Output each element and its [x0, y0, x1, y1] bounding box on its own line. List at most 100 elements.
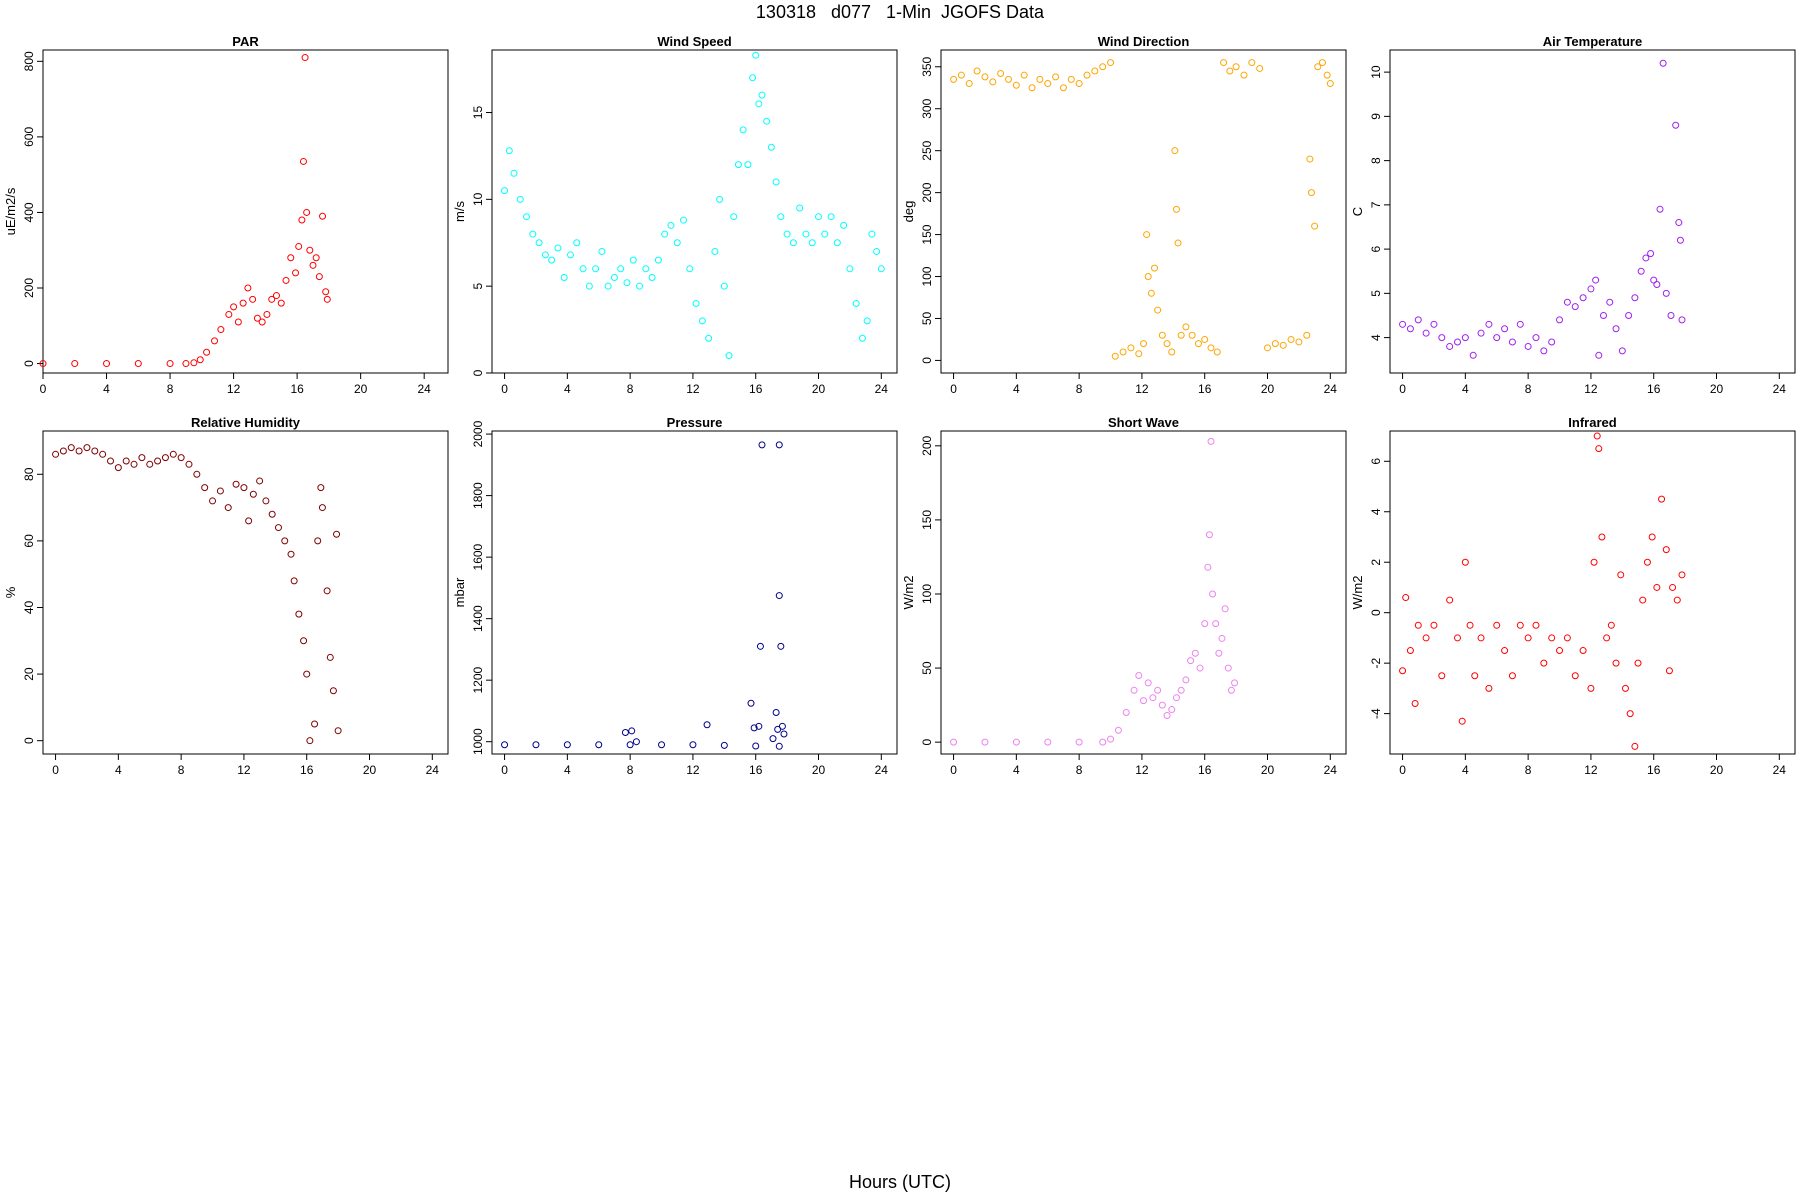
- data-point: [1204, 563, 1212, 571]
- data-point: [755, 722, 763, 730]
- x-tick-label: 16: [1198, 763, 1212, 777]
- data-point: [1532, 621, 1540, 629]
- x-tick-label: 4: [103, 382, 110, 396]
- data-point: [661, 230, 669, 238]
- y-tick-label: 4: [1369, 508, 1383, 515]
- data-point: [1516, 320, 1524, 328]
- plot-frame: [1389, 49, 1796, 374]
- data-point: [1147, 289, 1155, 297]
- x-tick-label: 24: [417, 382, 431, 396]
- y-tick-label: 800: [22, 51, 36, 71]
- data-point: [1194, 340, 1202, 348]
- data-point: [311, 720, 319, 728]
- data-point: [317, 484, 325, 492]
- data-point: [161, 454, 169, 462]
- data-point: [950, 75, 958, 83]
- data-point: [777, 642, 785, 650]
- data-point: [1678, 571, 1686, 579]
- data-point: [196, 356, 204, 364]
- data-point: [1083, 71, 1091, 79]
- data-point: [1461, 334, 1469, 342]
- data-point: [217, 326, 225, 334]
- x-tick-label: 20: [354, 382, 368, 396]
- x-tick-label: 24: [1773, 382, 1787, 396]
- x-tick-label: 0: [501, 382, 508, 396]
- data-point: [1516, 621, 1524, 629]
- data-point: [505, 147, 513, 155]
- plot-frame: [491, 430, 898, 755]
- data-point: [209, 497, 217, 505]
- y-axis-label: W/m2: [901, 576, 916, 610]
- x-tick-label: 24: [875, 763, 889, 777]
- x-tick-label: 4: [1013, 382, 1020, 396]
- y-tick-label: 50: [920, 661, 934, 675]
- data-point: [193, 470, 201, 478]
- data-point: [1154, 686, 1162, 694]
- data-point: [103, 360, 111, 368]
- data-point: [1172, 694, 1180, 702]
- data-point: [1595, 351, 1603, 359]
- data-point: [318, 504, 326, 512]
- data-point: [769, 735, 777, 743]
- data-point: [1144, 679, 1152, 687]
- data-point: [114, 464, 122, 472]
- data-point: [595, 741, 603, 749]
- data-point: [680, 216, 688, 224]
- x-tick-label: 16: [290, 382, 304, 396]
- data-point: [1411, 700, 1419, 708]
- data-point: [290, 577, 298, 585]
- data-point: [1135, 350, 1143, 358]
- data-point: [873, 247, 881, 255]
- data-point: [326, 653, 334, 661]
- data-point: [182, 360, 190, 368]
- data-point: [1240, 71, 1248, 79]
- y-tick-label: 200: [920, 182, 934, 202]
- data-point: [852, 300, 860, 308]
- data-point: [1414, 316, 1422, 324]
- data-point: [1149, 694, 1157, 702]
- data-point: [573, 239, 581, 247]
- x-tick-label: 0: [52, 763, 59, 777]
- data-point: [1669, 583, 1677, 591]
- data-point: [1672, 121, 1680, 129]
- y-tick-label: 0: [1369, 609, 1383, 616]
- data-point: [244, 284, 252, 292]
- data-point: [312, 254, 320, 262]
- data-point: [1099, 63, 1107, 71]
- data-point: [268, 510, 276, 518]
- x-tick-label: 0: [40, 382, 47, 396]
- data-point: [1188, 331, 1196, 339]
- y-tick-label: 100: [920, 266, 934, 286]
- data-point: [698, 317, 706, 325]
- data-point: [686, 265, 694, 273]
- data-point: [1231, 679, 1239, 687]
- data-point: [1653, 583, 1661, 591]
- data-point: [185, 460, 193, 468]
- y-tick-label: 20: [22, 667, 36, 681]
- data-point: [314, 537, 322, 545]
- data-point: [775, 742, 783, 750]
- data-point: [858, 334, 866, 342]
- data-point: [1579, 294, 1587, 302]
- data-point: [1477, 634, 1485, 642]
- data-point: [720, 741, 728, 749]
- panel-title: PAR: [232, 34, 259, 49]
- x-tick-label: 8: [167, 382, 174, 396]
- data-point: [532, 741, 540, 749]
- y-tick-label: 200: [22, 278, 36, 298]
- data-point: [767, 143, 775, 151]
- data-point: [585, 282, 593, 290]
- panel-title: Short Wave: [1108, 415, 1179, 430]
- x-tick-label: 8: [1525, 382, 1532, 396]
- data-point: [1044, 80, 1052, 88]
- data-point: [1158, 331, 1166, 339]
- data-point: [563, 741, 571, 749]
- data-point: [230, 303, 238, 311]
- data-point: [1168, 348, 1176, 356]
- y-tick-label: 10: [471, 192, 485, 206]
- data-point: [1111, 352, 1119, 360]
- data-point: [1163, 711, 1171, 719]
- data-point: [39, 360, 47, 368]
- data-point: [1256, 64, 1264, 72]
